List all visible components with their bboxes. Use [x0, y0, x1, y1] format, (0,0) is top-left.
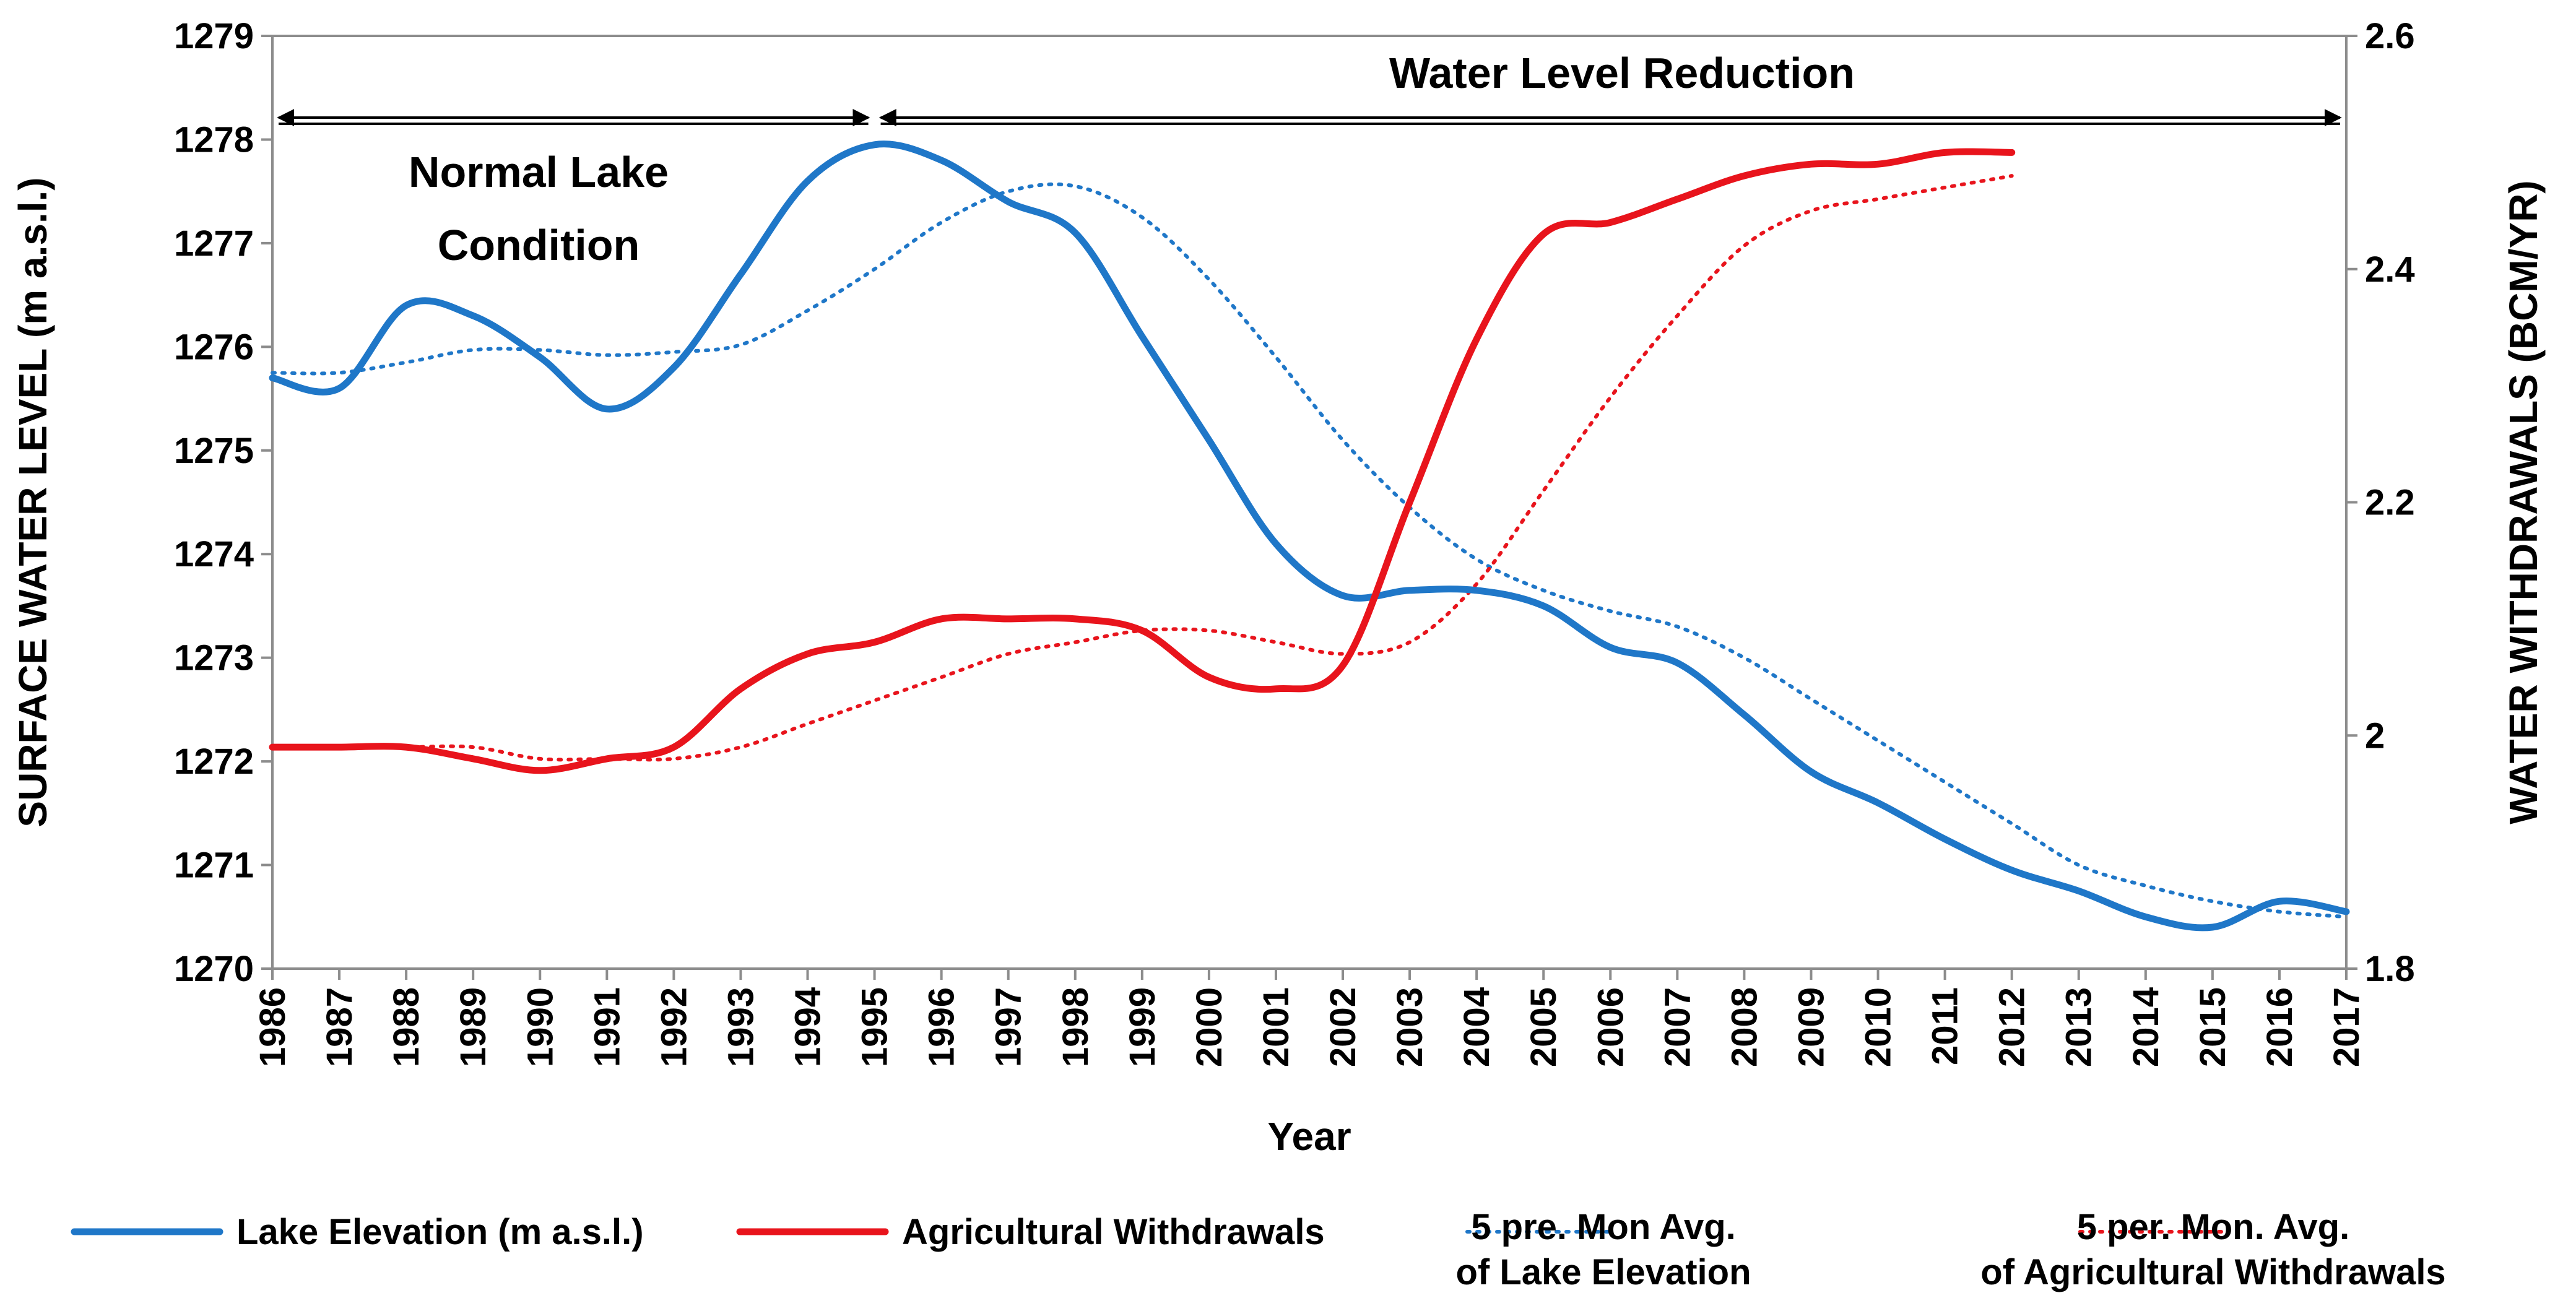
annotation-normal-lake-label-line1: Normal Lake: [409, 148, 669, 196]
x-tick-label: 2010: [1858, 987, 1899, 1067]
legend: Lake Elevation (m a.s.l.) Agricultural Wi…: [71, 1207, 2446, 1292]
legend-label-3-line2: of Lake Elevation: [1455, 1252, 1751, 1292]
y-left-tick-label: 1278: [174, 119, 254, 160]
x-tick-label: 2014: [2126, 987, 2166, 1067]
x-tick-label: 1997: [989, 987, 1029, 1067]
x-tick-label: 2005: [1524, 987, 1564, 1067]
x-tick-label: 2006: [1590, 987, 1631, 1067]
legend-label-4-line1: 5 per. Mon. Avg.: [2077, 1207, 2349, 1247]
annotation-water-level-reduction-label: Water Level Reduction: [1389, 49, 1855, 97]
y-left-tick-label: 1272: [174, 742, 254, 782]
y-left-tick-label: 1273: [174, 638, 254, 678]
legend-label-2: Agricultural Withdrawals: [902, 1212, 1325, 1252]
y-right-axis-title: WATER WITHDRAWALS (BCM/YR): [2501, 180, 2546, 824]
x-tick-label: 1999: [1122, 987, 1163, 1067]
y-left-tick-label: 1275: [174, 431, 254, 471]
x-tick-label: 1994: [788, 987, 828, 1067]
y-left-tick-label: 1274: [174, 534, 254, 574]
x-tick-label: 2017: [2327, 987, 2367, 1067]
x-tick-label: 1986: [253, 987, 293, 1067]
x-tick-label: 2000: [1189, 987, 1229, 1067]
x-tick-label: 1995: [855, 987, 895, 1067]
x-tick-label: 2001: [1256, 987, 1296, 1067]
y-right-tick-label: 1.8: [2365, 949, 2415, 989]
x-tick-label: 2004: [1457, 987, 1497, 1067]
y-right-tick-label: 2.6: [2365, 16, 2415, 56]
x-tick-label: 1989: [453, 987, 493, 1067]
x-tick-label: 2015: [2193, 987, 2233, 1067]
annotation-normal-lake-label-line2: Condition: [438, 221, 640, 269]
y-left-tick-label: 1279: [174, 16, 254, 56]
x-tick-label: 2007: [1657, 987, 1698, 1067]
series-line-agricultural-withdrawals: [269, 148, 2016, 774]
x-tick-label: 1991: [587, 987, 627, 1067]
series-lines: [269, 141, 2350, 932]
y-right-tick-label: 2: [2365, 716, 2385, 756]
axes: 1270 1271 1272 1273 1274 1275 1276 1277 1278 1279…: [11, 16, 2546, 1159]
x-tick-label: 2003: [1390, 987, 1430, 1067]
x-tick-label: 1990: [520, 987, 560, 1067]
y-left-tick-label: 1277: [174, 223, 254, 264]
x-tick-label: 2009: [1791, 987, 1831, 1067]
legend-label-3-line1: 5 pre. Mon Avg.: [1471, 1207, 1736, 1247]
x-tick-label: 2012: [1992, 987, 2032, 1067]
x-tick-label: 2011: [1925, 987, 1966, 1065]
x-tick-label: 2013: [2059, 987, 2099, 1067]
x-tick-label: 1992: [654, 987, 694, 1067]
x-tick-label: 1993: [721, 987, 761, 1067]
series-line-lake-elevation-m-a-s-l: [269, 141, 2350, 932]
annotations: Normal Lake Condition Water Level Reductio…: [277, 49, 2342, 269]
x-tick-label: 2002: [1323, 987, 1363, 1067]
legend-label-4-line2: of Agricultural Withdrawals: [1980, 1252, 2445, 1292]
x-tick-label: 2008: [1724, 987, 1764, 1067]
x-tick-label: 1998: [1056, 987, 1096, 1067]
x-tick-label: 1988: [386, 987, 427, 1067]
x-tick-label: 2016: [2260, 987, 2300, 1067]
y-right-tick-label: 2.2: [2365, 483, 2415, 523]
y-left-axis-title: SURFACE WATER LEVEL (m a.s.l.): [11, 177, 55, 827]
legend-label-1: Lake Elevation (m a.s.l.): [236, 1212, 644, 1252]
y-left-tick-label: 1271: [174, 845, 254, 886]
x-tick-label: 1996: [922, 987, 962, 1067]
y-right-tick-label: 2.4: [2365, 249, 2415, 290]
series-line-5-pre-mon-avg-of-lake-elevation: [271, 182, 2348, 919]
x-tick-label: 1987: [319, 987, 360, 1067]
x-axis-title: Year: [1267, 1114, 1351, 1159]
y-left-tick-label: 1276: [174, 327, 254, 367]
y-left-tick-label: 1270: [174, 949, 254, 989]
